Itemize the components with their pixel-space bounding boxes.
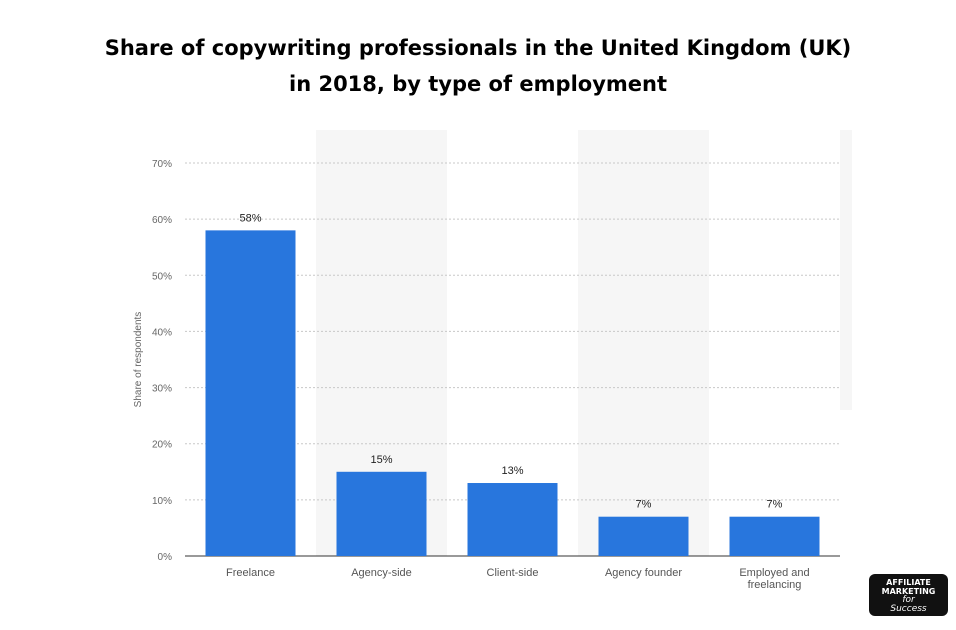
x-tick-label: Freelance	[226, 567, 275, 579]
background-band	[578, 130, 709, 556]
y-tick-label: 0%	[158, 552, 173, 563]
x-tick-label: Agency-side	[351, 567, 412, 579]
bar	[467, 483, 558, 556]
chart-title: Share of copywriting professionals in th…	[0, 30, 956, 102]
data-label: 13%	[501, 465, 523, 477]
y-axis-label: Share of respondents	[133, 312, 144, 408]
bar	[336, 471, 427, 556]
logo-text-2: MARKETING	[881, 587, 936, 596]
y-tick-label: 40%	[152, 327, 172, 338]
bar	[205, 230, 296, 556]
chart-title-line-2: in 2018, by type of employment	[289, 72, 667, 96]
data-label: 7%	[767, 499, 783, 511]
y-tick-label: 30%	[152, 384, 172, 395]
data-label: 58%	[239, 212, 261, 224]
logo-text-3: for	[902, 595, 915, 605]
logo-text-4: Success	[890, 604, 927, 614]
bar	[729, 516, 820, 556]
x-tick-label: Client-side	[487, 567, 539, 579]
y-tick-label: 20%	[152, 440, 172, 451]
x-tick-label: Employed and	[739, 567, 809, 579]
background-band	[840, 130, 852, 410]
bar	[598, 516, 689, 556]
y-tick-label: 60%	[152, 215, 172, 226]
brand-logo: AFFILIATE MARKETING for Success	[869, 574, 948, 616]
chart-title-line-1: Share of copywriting professionals in th…	[104, 36, 852, 60]
y-tick-label: 50%	[152, 271, 172, 282]
x-tick-label: Agency founder	[605, 567, 682, 579]
y-tick-label: 70%	[152, 159, 172, 170]
data-label: 7%	[636, 499, 652, 511]
data-label: 15%	[370, 454, 392, 466]
logo-text-1: AFFILIATE	[886, 578, 931, 587]
x-tick-label: freelancing	[748, 579, 802, 591]
y-tick-label: 10%	[152, 496, 172, 507]
